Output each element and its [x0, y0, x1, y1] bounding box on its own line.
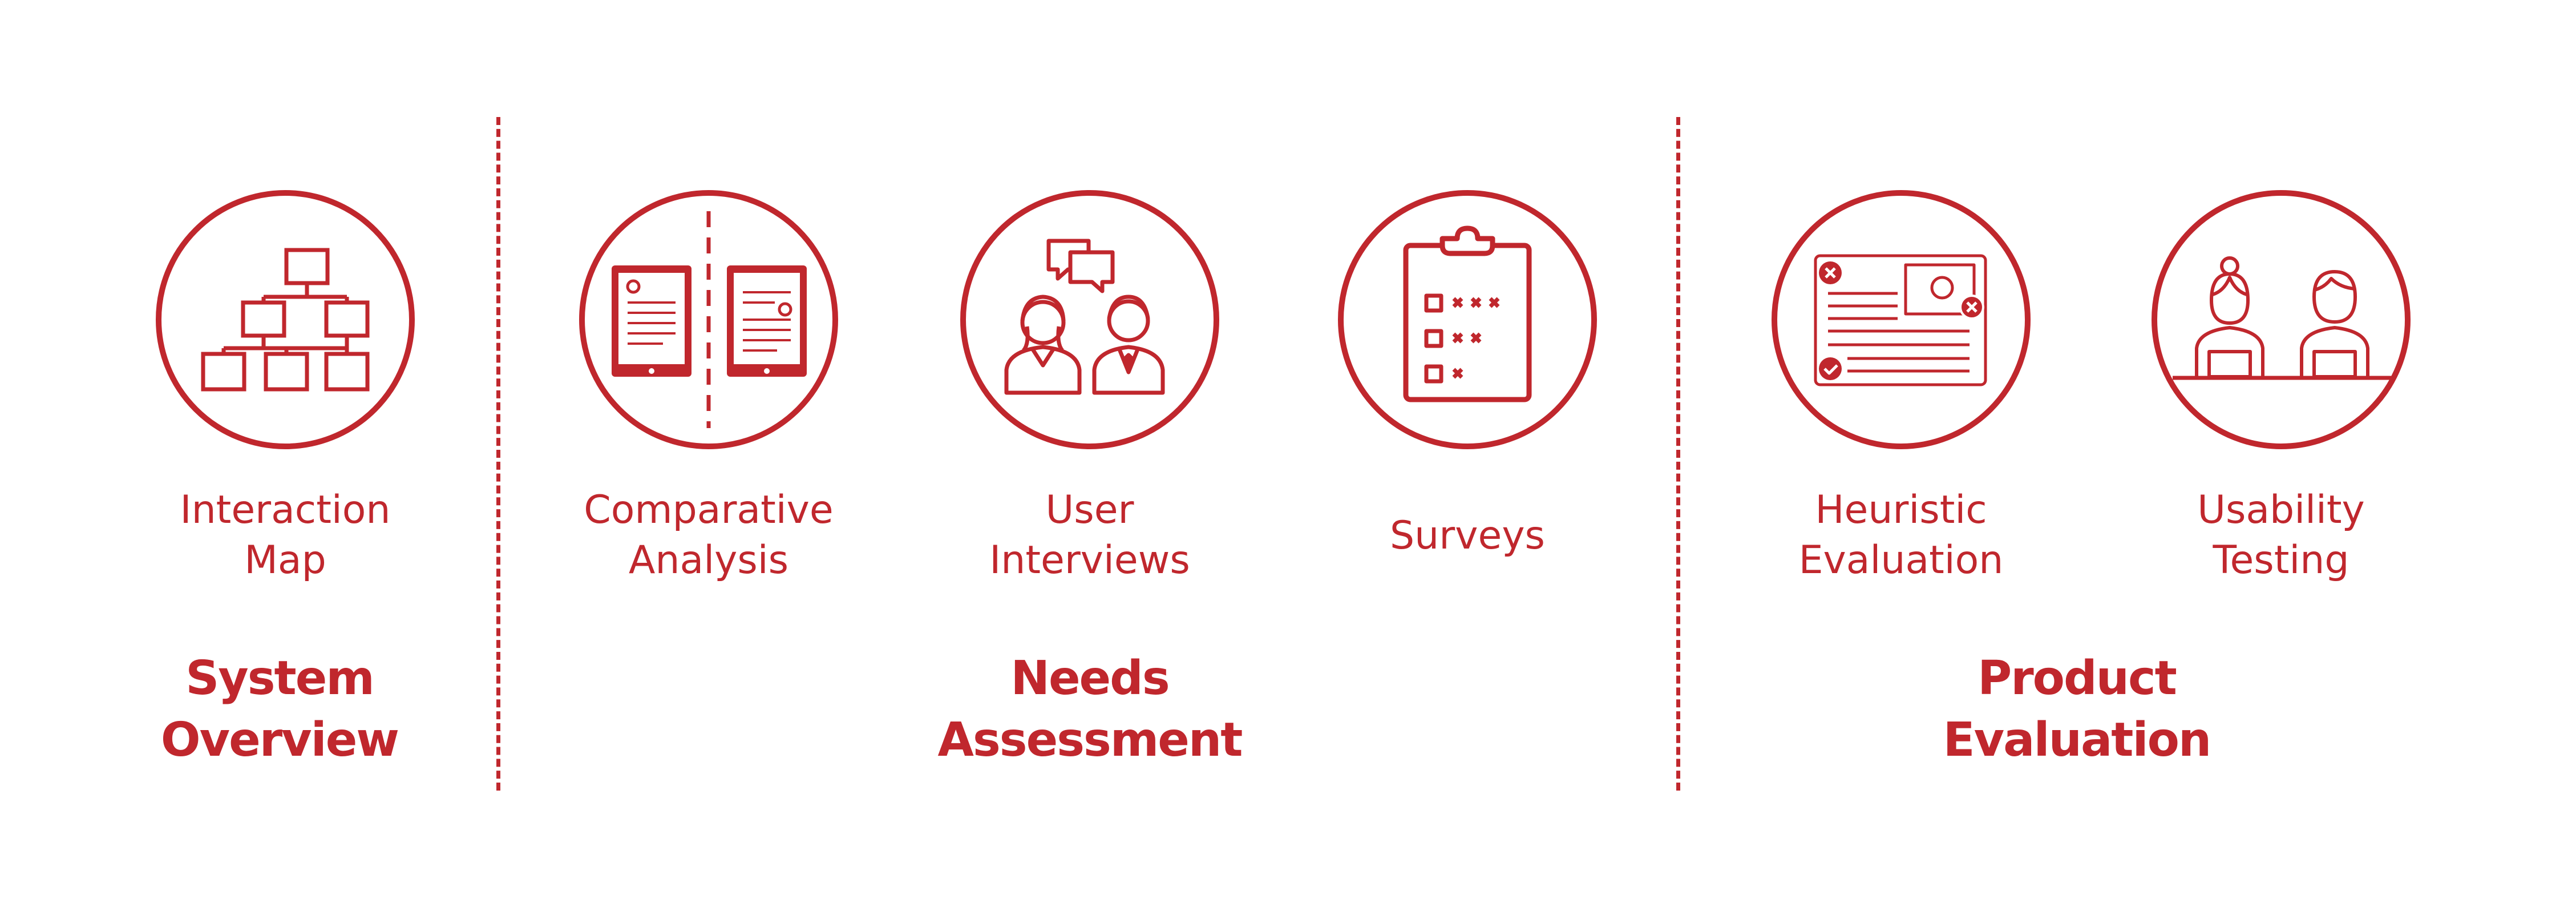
method-label-line: Testing — [2213, 538, 2349, 583]
method-label-line: Usability — [2197, 487, 2365, 533]
two-tablets-icon — [577, 188, 840, 451]
group-title-line: Evaluation — [1943, 713, 2212, 767]
method-label: Surveys — [1308, 511, 1627, 561]
method-label-line: Evaluation — [1798, 538, 2004, 583]
group-title-line: Product — [1978, 651, 2177, 706]
group-title-line: Assessment — [937, 713, 1243, 767]
people-chat-icon — [959, 188, 1221, 451]
group-title-line: System — [185, 651, 375, 706]
method-label-line: User — [1045, 487, 1134, 533]
method-label-line: Map — [244, 538, 326, 583]
users-at-laptops-icon — [2150, 188, 2412, 451]
evaluation-screen-icon — [1770, 188, 2032, 451]
method-label: Interaction Map — [126, 485, 445, 586]
method-label: Heuristic Evaluation — [1741, 485, 2061, 586]
group-title-system-overview: System Overview — [80, 648, 479, 771]
divider-line — [1676, 117, 1680, 791]
group-title-needs-assessment: Needs Assessment — [890, 648, 1289, 771]
method-label-line: Heuristic — [1815, 487, 1987, 533]
method-label-line: Interviews — [989, 538, 1190, 583]
method-label: User Interviews — [930, 485, 1249, 586]
group-title-line: Needs — [1010, 651, 1170, 706]
clipboard-checklist-icon — [1336, 188, 1599, 451]
group-title-product-evaluation: Product Evaluation — [1877, 648, 2276, 771]
method-label-line: Surveys — [1390, 513, 1545, 558]
method-label-line: Interaction — [180, 487, 391, 533]
method-label: Comparative Analysis — [549, 485, 868, 586]
hierarchy-icon — [154, 188, 416, 451]
method-label-line: Comparative — [584, 487, 834, 533]
method-label: Usability Testing — [2121, 485, 2441, 586]
group-title-line: Overview — [160, 713, 399, 767]
divider-line — [496, 117, 500, 791]
method-label-line: Analysis — [628, 538, 789, 583]
